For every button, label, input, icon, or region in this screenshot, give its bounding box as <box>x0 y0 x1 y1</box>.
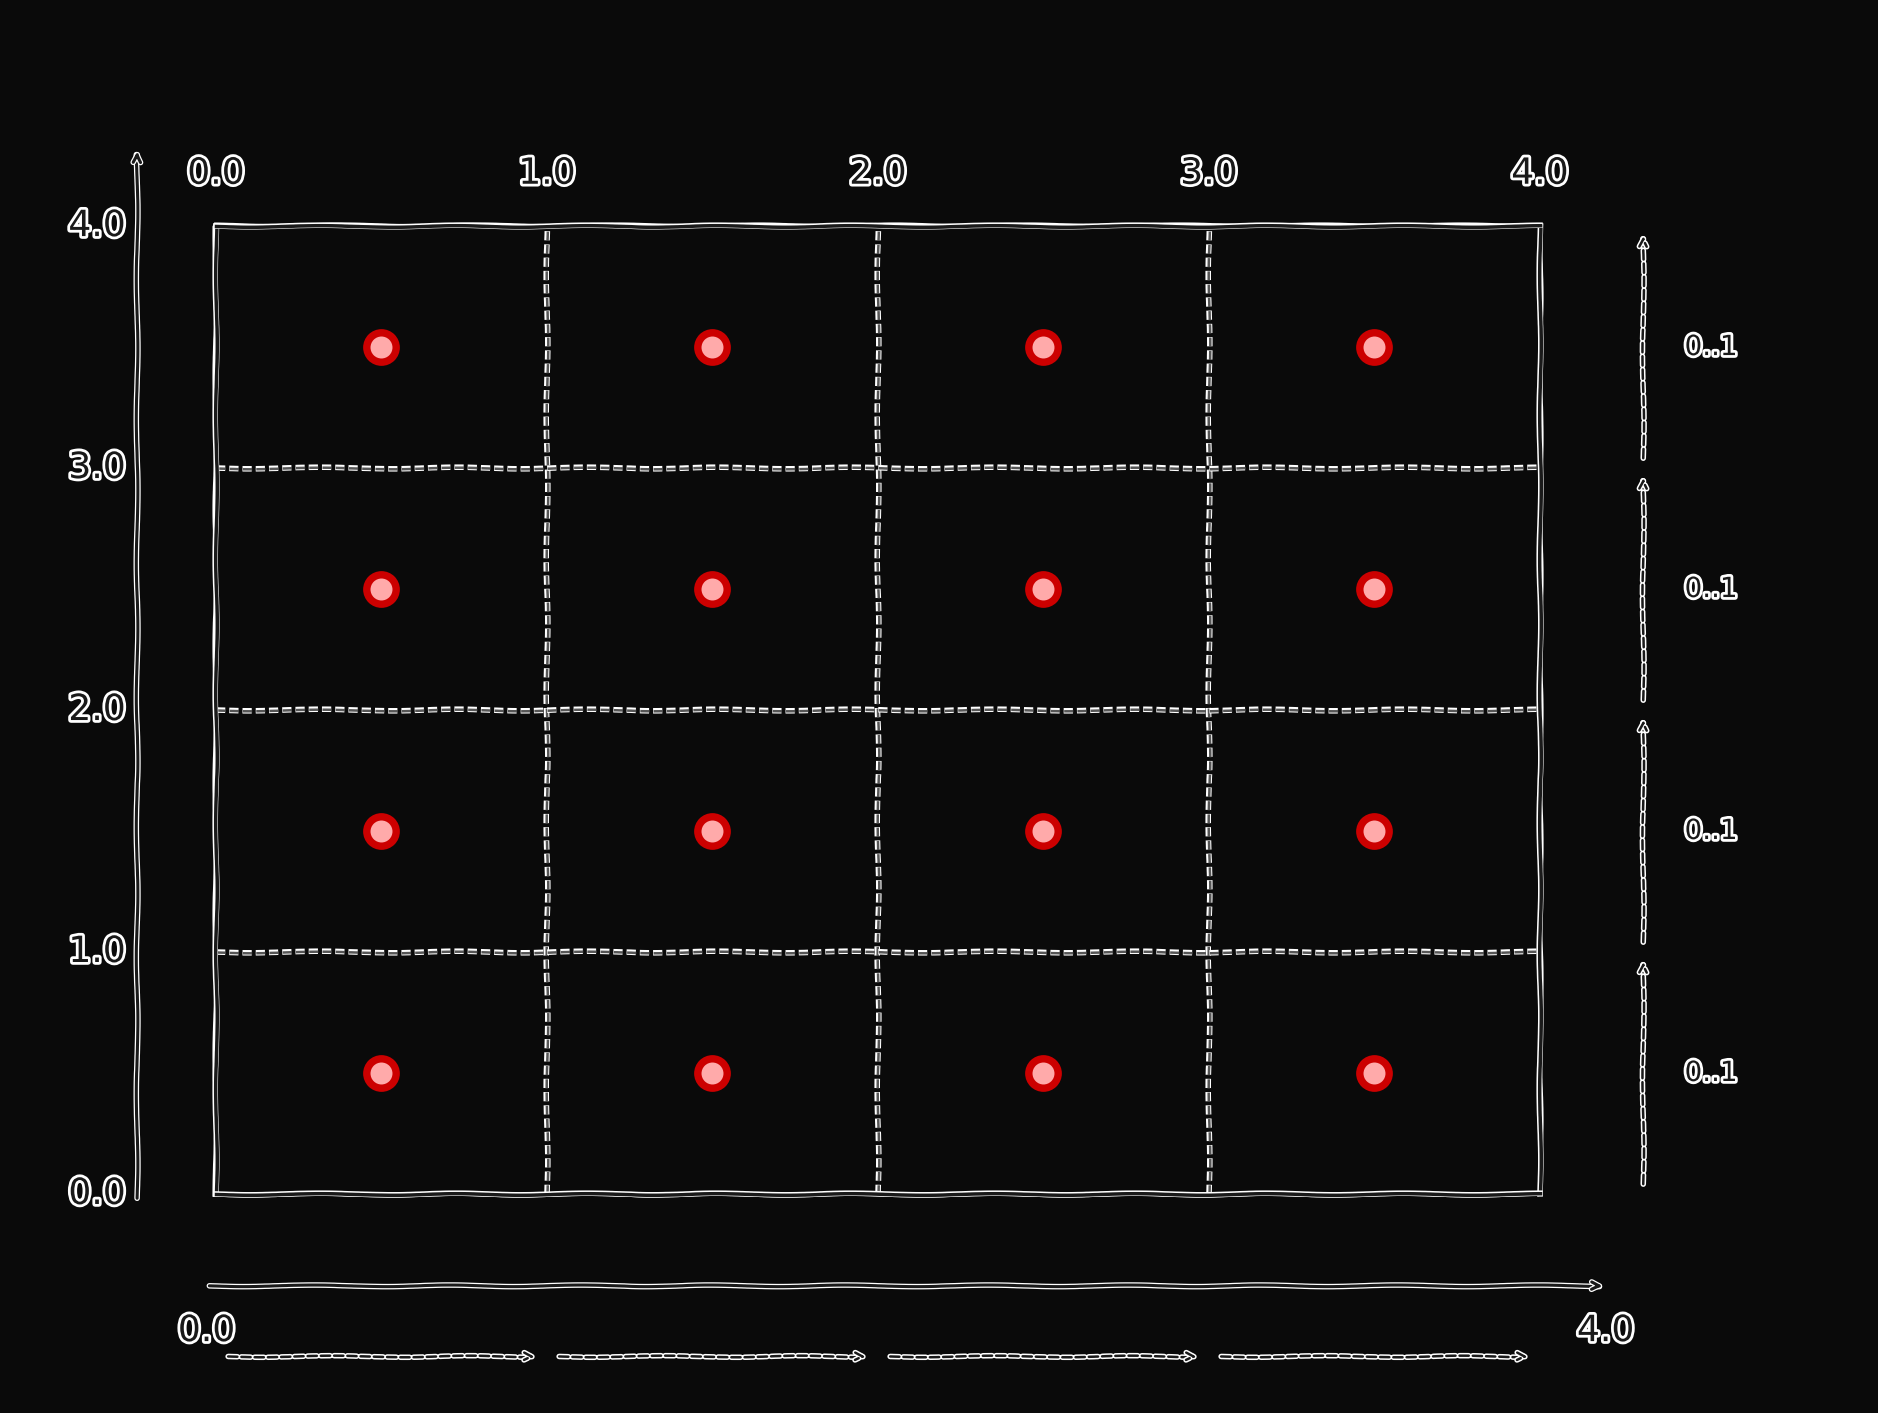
Point <box>697 1061 727 1084</box>
Point <box>366 1061 396 1084</box>
Text: 1.0: 1.0 <box>68 935 126 969</box>
Point <box>697 336 727 359</box>
Text: 0.0: 0.0 <box>188 157 244 191</box>
Point <box>1029 820 1059 842</box>
Text: 0..1: 0..1 <box>1685 817 1737 845</box>
Point <box>366 578 396 601</box>
Point <box>1360 1061 1390 1084</box>
Point <box>1360 578 1390 601</box>
Point <box>366 578 396 601</box>
Point <box>1029 336 1059 359</box>
Point <box>1360 578 1390 601</box>
Point <box>1029 1061 1059 1084</box>
Point <box>1360 1061 1390 1084</box>
Point <box>697 820 727 842</box>
Text: 3.0: 3.0 <box>1179 157 1238 191</box>
Text: 4.0: 4.0 <box>1578 1314 1634 1348</box>
Point <box>366 336 396 359</box>
Point <box>697 1061 727 1084</box>
Point <box>366 336 396 359</box>
Point <box>1029 578 1059 601</box>
Point <box>366 820 396 842</box>
Text: 0..1: 0..1 <box>1685 575 1737 603</box>
Point <box>366 1061 396 1084</box>
Text: 0..1: 0..1 <box>1685 333 1737 362</box>
Point <box>1029 820 1059 842</box>
Text: 2.0: 2.0 <box>849 157 907 191</box>
Text: 3.0: 3.0 <box>68 451 126 485</box>
Point <box>1360 820 1390 842</box>
Point <box>697 336 727 359</box>
Text: 0..1: 0..1 <box>1685 1058 1737 1087</box>
Text: 4.0: 4.0 <box>68 209 126 243</box>
Point <box>1360 336 1390 359</box>
Point <box>1029 1061 1059 1084</box>
Text: 1.0: 1.0 <box>518 157 577 191</box>
Point <box>1360 336 1390 359</box>
Text: 0.0: 0.0 <box>68 1177 126 1211</box>
Point <box>697 578 727 601</box>
Text: 2.0: 2.0 <box>68 692 126 728</box>
Text: 4.0: 4.0 <box>1512 157 1568 191</box>
Point <box>697 578 727 601</box>
Point <box>366 820 396 842</box>
Point <box>1029 578 1059 601</box>
Text: 0.0: 0.0 <box>178 1314 235 1348</box>
Point <box>1360 820 1390 842</box>
Point <box>697 820 727 842</box>
Point <box>1029 336 1059 359</box>
